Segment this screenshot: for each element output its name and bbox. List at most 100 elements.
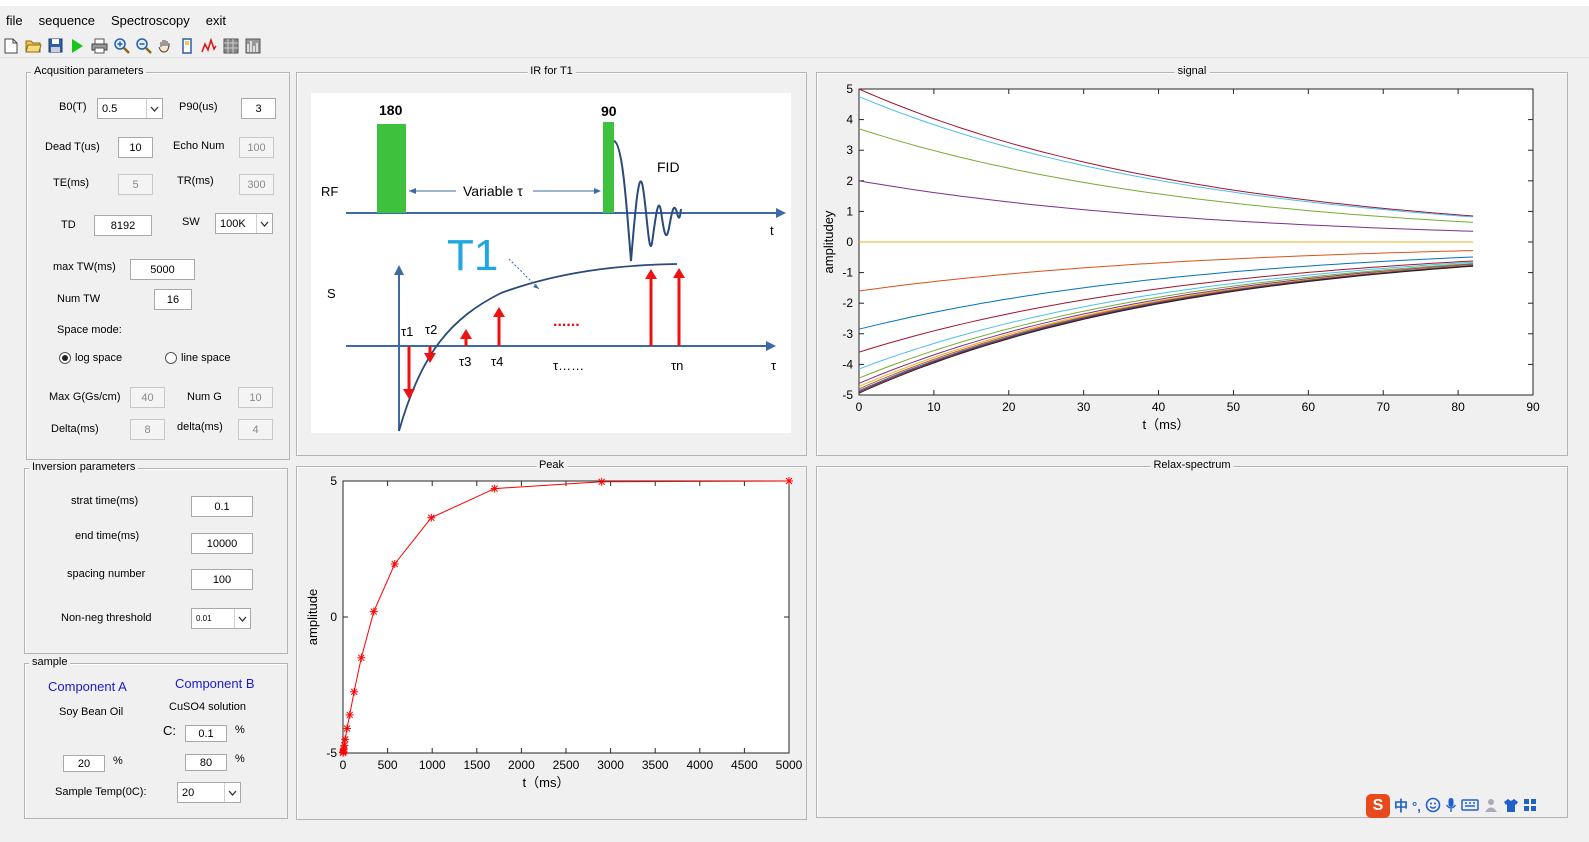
- echo-num-label: Echo Num: [173, 140, 225, 152]
- relax-spectrum-panel: Relax-spectrum: [816, 459, 1568, 818]
- user-icon[interactable]: [1483, 797, 1499, 816]
- signal-series-line-2: [858, 128, 1474, 223]
- peak-data-point: [785, 477, 793, 485]
- fid-label: FID: [657, 159, 680, 175]
- component-b-percent-input[interactable]: [185, 754, 227, 771]
- td-input[interactable]: [94, 215, 152, 236]
- open-icon[interactable]: [24, 37, 42, 55]
- b0-select[interactable]: 0.5: [97, 98, 163, 119]
- dead-time-label: Dead T(us): [45, 141, 100, 153]
- toolbar: [0, 34, 1589, 58]
- x-tick-label: 500: [378, 758, 398, 772]
- x-tick-label: 80: [1451, 400, 1465, 414]
- non-neg-threshold-label: Non-neg threshold: [61, 612, 152, 624]
- x-tick-label: 0: [340, 758, 347, 772]
- component-a-percent-input[interactable]: [63, 755, 105, 772]
- x-tick-label: 20: [1002, 400, 1016, 414]
- end-time-input[interactable]: [191, 533, 253, 554]
- zoom-in-icon[interactable]: [112, 37, 130, 55]
- sw-select[interactable]: 100K: [215, 213, 273, 234]
- ir-sequence-diagram: 180 90 RF Variable τ FID t S τ T1: [311, 93, 791, 433]
- menu-spectroscopy[interactable]: Spectroscopy: [111, 12, 190, 28]
- te-input: [118, 174, 153, 195]
- x-tick-label: 4500: [731, 758, 758, 772]
- ime-s-icon[interactable]: S: [1366, 794, 1390, 818]
- sw-select-value: 100K: [220, 217, 246, 230]
- run-icon[interactable]: [68, 37, 86, 55]
- zoom-out-icon[interactable]: [134, 37, 152, 55]
- ime-chinese-mode[interactable]: 中: [1394, 798, 1408, 814]
- peak-data-point: [369, 607, 378, 616]
- num-tw-input[interactable]: [154, 289, 192, 310]
- radio-selected-icon: [59, 352, 71, 364]
- x-tick-label: 1500: [463, 758, 490, 772]
- ir-diagram-panel: IR for T1 180 90 RF Variable τ FID t S τ…: [296, 65, 807, 456]
- peak-data-point: [343, 724, 352, 733]
- pan-icon[interactable]: [156, 37, 174, 55]
- concentration-input[interactable]: [185, 725, 227, 742]
- sample-temp-select[interactable]: 20: [177, 782, 241, 803]
- s-axis-arrow-icon: [394, 265, 404, 275]
- small-delta-label: delta(ms): [177, 421, 223, 433]
- signal-series-line-1: [858, 96, 1474, 218]
- max-tw-input[interactable]: [130, 259, 195, 280]
- menu-file[interactable]: file: [6, 12, 23, 28]
- peak-y-axis-label: amplitude: [305, 589, 320, 645]
- t1-label: T1: [447, 231, 498, 280]
- log-space-label: log space: [75, 352, 123, 364]
- save-icon[interactable]: [46, 37, 64, 55]
- x-tick-label: 50: [1227, 400, 1241, 414]
- new-icon[interactable]: [2, 37, 20, 55]
- spacing-number-input[interactable]: [191, 569, 253, 590]
- ime-tray: S 中 °,: [1366, 793, 1586, 819]
- small-delta-input: [238, 419, 273, 440]
- pulse-90-label: 90: [601, 103, 617, 119]
- sample-panel-title: sample: [29, 656, 71, 668]
- peak-icon[interactable]: [200, 37, 218, 55]
- tr-input: [239, 174, 274, 195]
- start-time-input[interactable]: [191, 496, 253, 517]
- dead-time-input[interactable]: [118, 137, 153, 158]
- datacursor-icon[interactable]: [178, 37, 196, 55]
- ime-punctuation-mode[interactable]: °,: [1412, 798, 1421, 814]
- tau3-label: τ3: [459, 354, 471, 369]
- y-tick-label: 2: [846, 174, 853, 188]
- shirt-icon[interactable]: [1503, 797, 1519, 816]
- log-space-radio[interactable]: log space: [59, 352, 122, 364]
- x-tick-label: 3500: [642, 758, 669, 772]
- keyboard-icon[interactable]: [1461, 798, 1479, 815]
- print-icon[interactable]: [90, 37, 108, 55]
- signal-y-axis-label: amplitudey: [821, 210, 836, 273]
- chevron-down-icon: [146, 99, 162, 118]
- menu-exit[interactable]: exit: [205, 12, 227, 28]
- chevron-down-icon: [234, 609, 250, 628]
- chevron-down-icon: [224, 783, 240, 802]
- signal-series-line-8: [858, 261, 1474, 370]
- p90-input[interactable]: [241, 98, 276, 119]
- grid-icon[interactable]: [1523, 798, 1537, 815]
- y-tick-label: 5: [846, 82, 853, 96]
- menu-sequence[interactable]: sequence: [38, 12, 96, 28]
- mic-icon[interactable]: [1445, 797, 1457, 816]
- non-neg-threshold-select[interactable]: 0.01: [191, 608, 251, 629]
- grid-icon[interactable]: [222, 37, 240, 55]
- radio-unselected-icon: [165, 352, 177, 364]
- signal-series-line-10: [858, 263, 1474, 384]
- line-space-radio[interactable]: line space: [165, 352, 231, 364]
- tau1-label: τ1: [401, 324, 413, 339]
- spectrum-icon[interactable]: [244, 37, 262, 55]
- echo-num-input: [239, 137, 274, 158]
- sample-temp-value: 20: [182, 786, 195, 799]
- tau2-label: τ2: [425, 322, 437, 337]
- y-tick-label: 3: [846, 143, 853, 157]
- smile-icon[interactable]: [1425, 797, 1441, 816]
- p90-label: P90(us): [179, 101, 218, 113]
- b0-label: B0(T): [59, 101, 87, 113]
- peak-chart: 0 500 1000 1500 2000 2500 3000 3500 4000 4500 5000…: [305, 474, 803, 790]
- peak-x-axis-label: t（ms）: [523, 775, 570, 790]
- concentration-label: C:: [163, 723, 176, 738]
- tau-n-label: τn: [671, 358, 683, 373]
- x-tick-label: 60: [1302, 400, 1316, 414]
- max-g-label: Max G(Gs/cm): [49, 391, 121, 403]
- peak-data-point: [350, 687, 359, 696]
